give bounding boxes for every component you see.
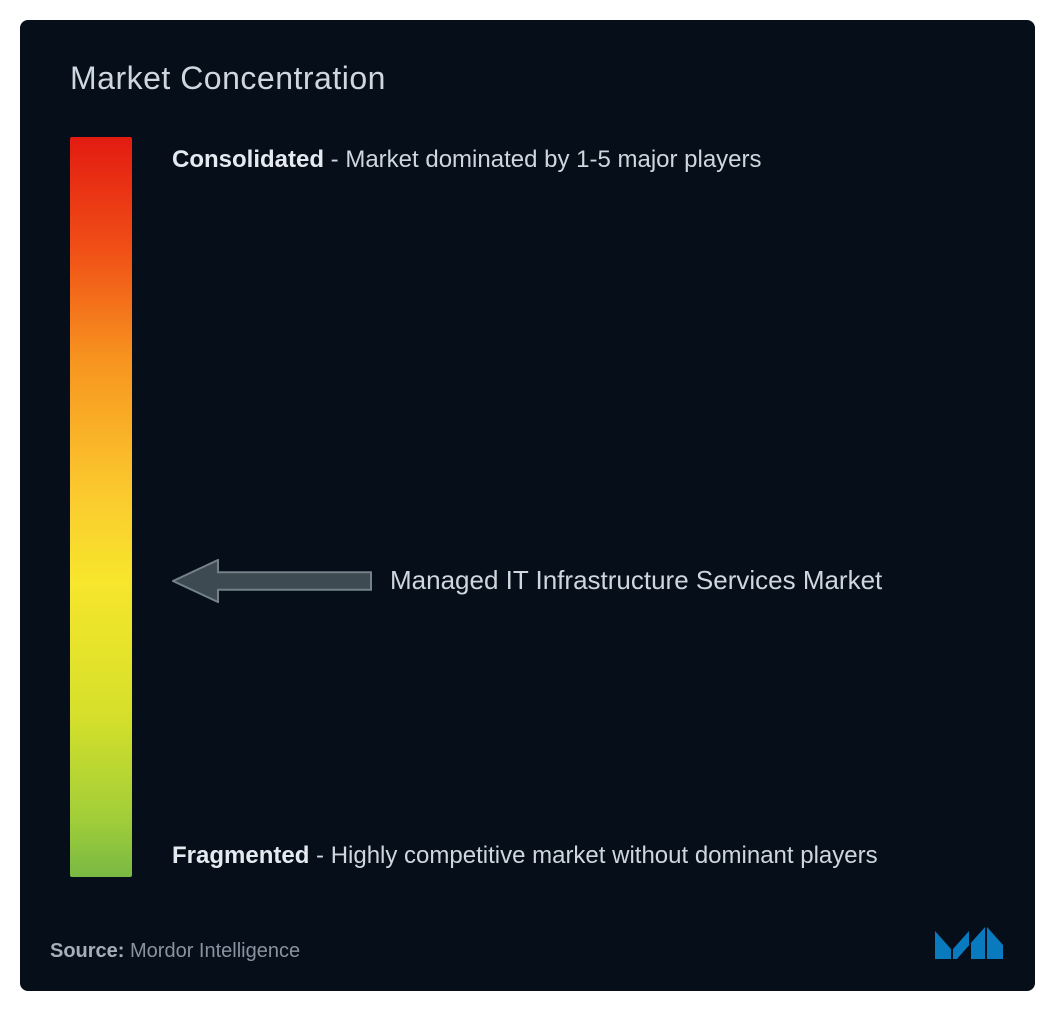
- fragmented-label: Fragmented - Highly competitive market w…: [172, 830, 878, 883]
- marker-group: Managed IT Infrastructure Services Marke…: [172, 559, 882, 603]
- content-area: Consolidated - Market dominated by 1-5 m…: [70, 137, 985, 877]
- consolidated-rest: - Market dominated by 1-5 major players: [324, 146, 762, 173]
- consolidated-bold: Consolidated: [172, 146, 324, 173]
- source-text: Source: Mordor Intelligence: [50, 940, 300, 963]
- concentration-gradient-bar: [70, 137, 132, 877]
- mordor-logo-icon: [933, 919, 1005, 963]
- source-bold: Source:: [50, 940, 124, 962]
- market-concentration-card: Market Concentration Consolidated - Mark…: [20, 20, 1035, 991]
- arrow-left-icon: [172, 559, 372, 603]
- consolidated-label: Consolidated - Market dominated by 1-5 m…: [172, 143, 762, 177]
- card-footer: Source: Mordor Intelligence: [50, 919, 1005, 963]
- marker-label: Managed IT Infrastructure Services Marke…: [390, 561, 882, 600]
- labels-area: Consolidated - Market dominated by 1-5 m…: [172, 137, 985, 877]
- fragmented-rest: - Highly competitive market without domi…: [309, 842, 877, 869]
- fragmented-bold: Fragmented: [172, 842, 309, 869]
- card-title: Market Concentration: [70, 60, 985, 97]
- source-rest: Mordor Intelligence: [124, 940, 300, 962]
